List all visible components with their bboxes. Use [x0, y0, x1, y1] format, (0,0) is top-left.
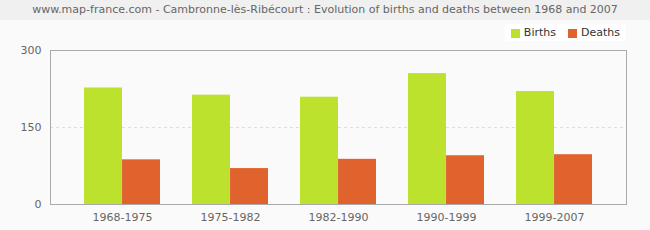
svg-text:300: 300: [21, 44, 42, 57]
svg-text:0: 0: [35, 198, 42, 211]
html-text:www.map-france.com - Cambronne: www.map-france.com - Cambronne-lès-Ribéc…: [32, 3, 618, 16]
html-text:Births: Births: [523, 26, 556, 39]
svg-text:1982-1990: 1982-1990: [309, 211, 369, 224]
svg-text:1999-2007: 1999-2007: [525, 211, 585, 224]
svg-text:1975-1982: 1975-1982: [201, 211, 261, 224]
html-text:Deaths: Deaths: [581, 26, 620, 39]
svg-text:150: 150: [21, 121, 42, 134]
svg-text:1968-1975: 1968-1975: [93, 211, 153, 224]
svg-text:1990-1999: 1990-1999: [417, 211, 477, 224]
